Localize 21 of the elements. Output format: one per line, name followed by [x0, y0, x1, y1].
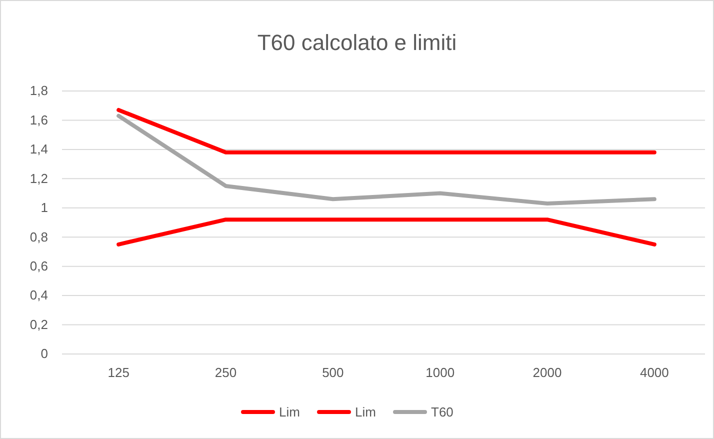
legend-label: Lim — [355, 404, 376, 420]
y-tick-label: 1,4 — [30, 142, 48, 157]
x-tick-label: 1000 — [426, 365, 455, 380]
x-tick-label: 125 — [108, 365, 130, 380]
y-tick-label: 1 — [40, 200, 48, 216]
x-tick-label: 4000 — [640, 365, 669, 380]
y-tick-label: 0,2 — [30, 316, 48, 332]
y-tick-label: 0,6 — [30, 258, 48, 274]
y-tick-label: 0,4 — [30, 288, 48, 303]
y-tick-label: 0 — [40, 346, 48, 362]
y-tick-label: 0,8 — [30, 229, 48, 244]
x-tick-label: 250 — [214, 365, 237, 380]
x-tick-label: 2000 — [532, 365, 562, 380]
y-tick-label: 1,8 — [30, 83, 48, 98]
line-series — [116, 114, 656, 206]
chart-title: T60 calcolato e limiti — [257, 30, 457, 55]
y-tick-label: 1,2 — [30, 170, 48, 186]
y-tick-label: 1,6 — [30, 112, 48, 128]
legend-label: Lim — [279, 404, 300, 420]
legend-label: T60 — [431, 404, 454, 420]
x-tick-label: 500 — [322, 365, 344, 380]
